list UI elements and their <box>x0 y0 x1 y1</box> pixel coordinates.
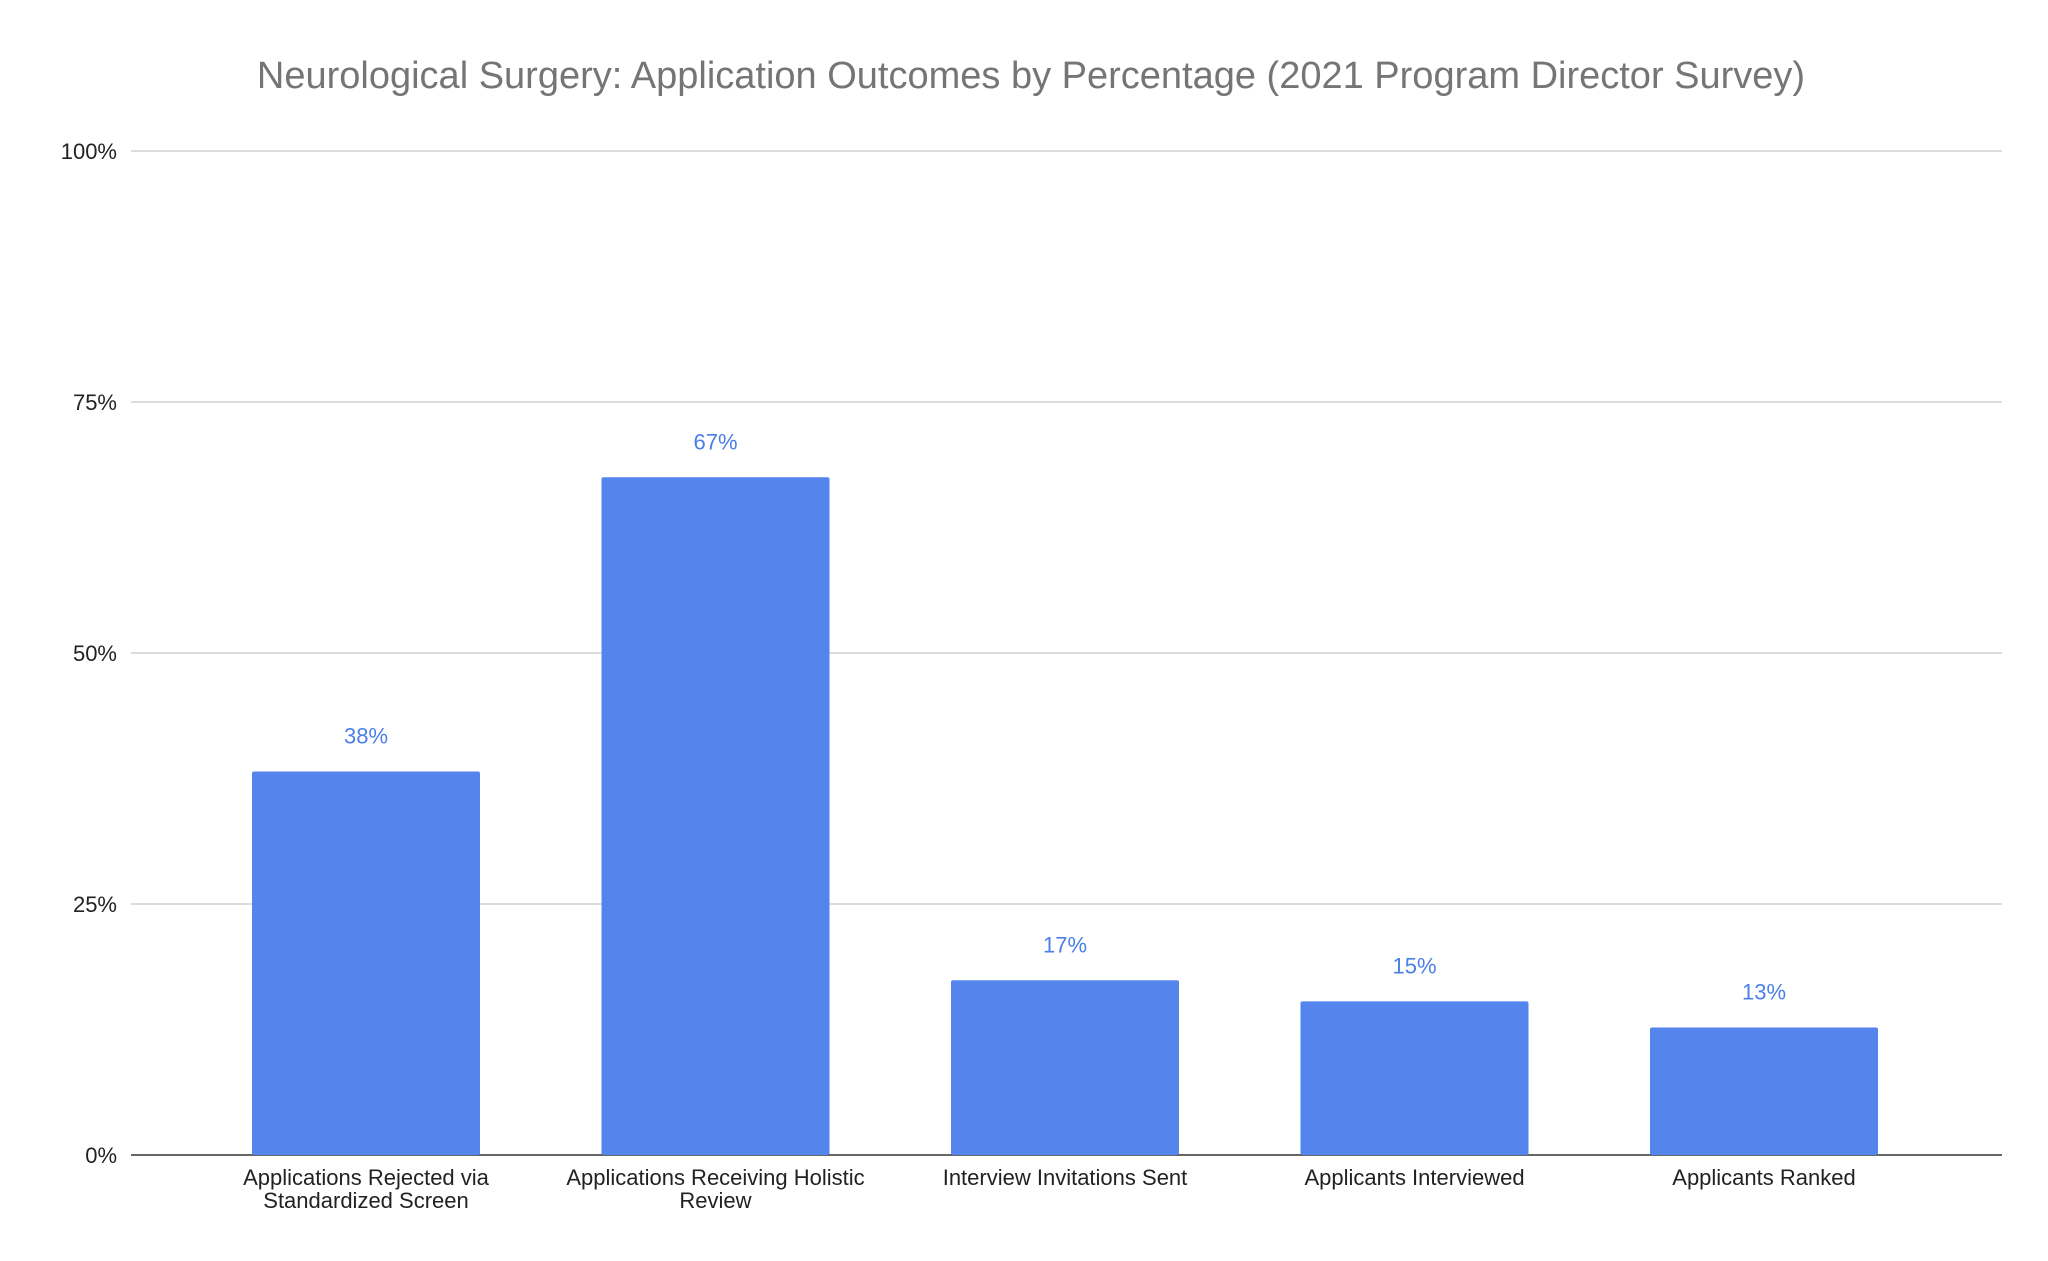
bar <box>951 980 1179 1155</box>
y-tick-label: 75% <box>73 390 117 415</box>
bar <box>1300 1001 1529 1155</box>
x-tick-label: Review <box>679 1188 751 1213</box>
chart-title: Neurological Surgery: Application Outcom… <box>257 55 1805 97</box>
x-tick-label: Applicants Ranked <box>1672 1165 1855 1190</box>
data-label: 15% <box>1392 953 1436 978</box>
data-label: 17% <box>1043 932 1087 957</box>
y-tick-label: 0% <box>85 1143 117 1168</box>
y-tick-label: 25% <box>73 892 117 917</box>
data-label: 13% <box>1742 979 1786 1004</box>
x-tick-label: Applications Rejected via <box>243 1165 490 1190</box>
x-tick-label: Applicants Interviewed <box>1304 1165 1524 1190</box>
x-tick-label: Standardized Screen <box>263 1188 468 1213</box>
data-label: 38% <box>344 723 388 748</box>
y-tick-label: 100% <box>61 139 117 164</box>
x-tick-label: Applications Receiving Holistic <box>566 1165 864 1190</box>
data-label: 67% <box>693 429 737 454</box>
bar <box>601 477 830 1155</box>
bar <box>1650 1027 1878 1155</box>
bar <box>252 771 480 1155</box>
y-tick-label: 50% <box>73 641 117 666</box>
x-tick-label: Interview Invitations Sent <box>943 1165 1188 1190</box>
